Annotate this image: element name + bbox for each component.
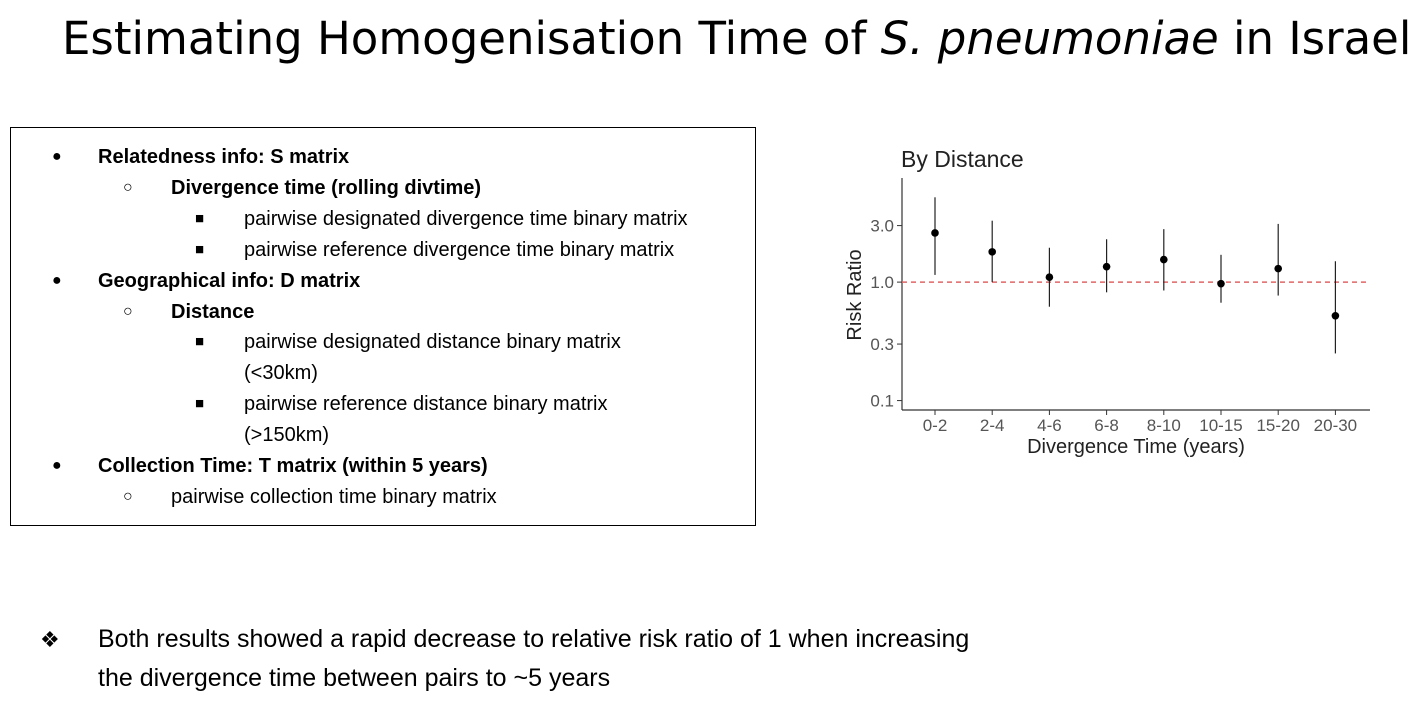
chart-title: By Distance (901, 146, 1024, 172)
data-point (988, 248, 996, 256)
bullet-text: Geographical info: D matrix (98, 269, 361, 292)
bullet-text: Distance (171, 300, 255, 323)
square-bullet-icon: ■ (195, 395, 205, 413)
x-tick-label: 0-2 (923, 416, 948, 435)
bullet-text: (>150km) (244, 424, 330, 447)
diamond-bullet-icon: ❖ (40, 627, 60, 652)
hollow-circle-bullet-icon: ○ (123, 178, 133, 196)
title-text: Estimating Homogenisation Time of (62, 12, 881, 65)
slide-title: Estimating Homogenisation Time of S. pne… (62, 10, 1410, 68)
hollow-circle-bullet-icon: ○ (123, 487, 133, 505)
bullet-text: pairwise reference divergence time binar… (244, 238, 675, 261)
bullet-text: pairwise designated divergence time bina… (244, 207, 688, 230)
title-species: S. pneumoniae (880, 12, 1219, 65)
filled-circle-bullet-icon: ● (52, 148, 62, 165)
x-tick-label: 20-30 (1314, 416, 1357, 435)
bullet-text: pairwise designated distance binary matr… (244, 331, 621, 354)
data-point (1160, 255, 1168, 264)
y-tick-label: 1.0 (870, 273, 894, 292)
x-tick-label: 2-4 (980, 416, 1005, 435)
x-tick-label: 10-15 (1199, 416, 1242, 435)
bullet-text: (<30km) (244, 362, 318, 385)
square-bullet-icon: ■ (195, 209, 205, 227)
y-tick-label: 0.1 (870, 392, 894, 411)
bullet-text: pairwise reference distance binary matri… (244, 393, 608, 416)
data-point (1331, 311, 1340, 320)
y-ticks: 0.1 0.3 1.0 3.0 (870, 217, 902, 411)
bullet-text: Relatedness info: S matrix (98, 146, 350, 168)
y-axis-label: Risk Ratio (844, 249, 866, 340)
data-marks (931, 197, 1340, 354)
bullet-text: pairwise collection time binary matrix (171, 485, 497, 508)
x-ticks: 0-2 2-4 4-6 6-8 8-10 10-15 15-20 20-30 (923, 410, 1357, 435)
hollow-circle-bullet-icon: ○ (123, 302, 133, 320)
x-tick-label: 15-20 (1256, 416, 1299, 435)
data-point (1102, 262, 1111, 271)
data-point (1045, 273, 1054, 282)
x-tick-label: 4-6 (1037, 416, 1062, 435)
square-bullet-icon: ■ (195, 333, 205, 351)
conclusion-text: Both results showed a rapid decrease to … (98, 625, 970, 692)
filled-circle-bullet-icon: ● (52, 271, 62, 289)
data-point (1274, 264, 1282, 273)
data-point (1217, 279, 1225, 288)
bullet-text: Divergence time (rolling divtime) (171, 176, 482, 199)
x-axis-label: Divergence Time (years) (1027, 436, 1245, 458)
title-text-end: in Israel (1218, 12, 1410, 65)
filled-circle-bullet-icon: ● (52, 457, 62, 474)
x-tick-label: 8-10 (1147, 416, 1181, 435)
square-bullet-icon: ■ (195, 240, 205, 258)
x-tick-label: 6-8 (1094, 416, 1119, 435)
bullet-box: ● Relatedness info: S matrix ○ Divergence t… (10, 127, 756, 526)
y-tick-label: 0.3 (870, 335, 894, 354)
y-tick-label: 3.0 (870, 217, 894, 236)
data-point (931, 229, 939, 237)
bullet-text: Collection Time: T matrix (within 5 year… (98, 455, 488, 477)
